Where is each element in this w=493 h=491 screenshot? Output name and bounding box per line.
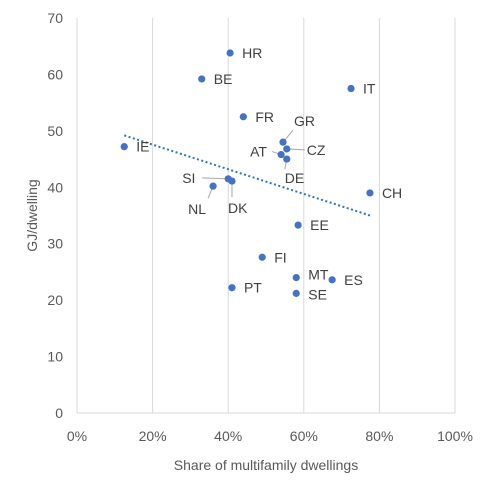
x-axis-title: Share of multifamily dwellings xyxy=(174,457,358,473)
point-label-ie: IE xyxy=(136,139,149,155)
point-label-nl: NL xyxy=(188,201,206,217)
data-point-se xyxy=(292,289,300,297)
data-point-ch xyxy=(366,189,374,197)
y-tick-label: 30 xyxy=(47,236,63,252)
point-label-gr: GR xyxy=(294,113,315,129)
point-label-si: SI xyxy=(182,170,195,186)
data-point-es xyxy=(328,276,336,284)
point-label-it: IT xyxy=(363,81,376,97)
data-point-hr xyxy=(226,49,234,57)
y-axis-ticks: 0 10 20 30 40 50 60 70 xyxy=(47,10,63,421)
leader-line-si xyxy=(202,177,229,180)
data-point-fi xyxy=(258,253,266,261)
y-tick-label: 60 xyxy=(47,66,63,82)
data-point-be xyxy=(198,75,206,83)
point-label-dk: DK xyxy=(228,200,248,216)
point-label-ch: CH xyxy=(382,185,402,201)
label-leader-lines xyxy=(202,129,305,199)
x-axis-ticks: 0% 20% 40% 60% 80% 100% xyxy=(67,428,473,444)
y-tick-label: 10 xyxy=(47,349,63,365)
point-label-ee: EE xyxy=(310,217,329,233)
point-label-at: AT xyxy=(250,144,267,160)
y-tick-label: 50 xyxy=(47,123,63,139)
y-tick-label: 0 xyxy=(55,405,63,421)
point-label-hr: HR xyxy=(242,45,262,61)
point-labels: HR BE IT FR GR CZ IE AT DE SI DK NL CH EE FI MT ES PT SE xyxy=(136,45,402,302)
data-point-mt xyxy=(292,273,300,282)
data-point-nl xyxy=(209,182,217,190)
grid-lines xyxy=(76,18,456,414)
x-tick-label: 100% xyxy=(437,428,473,444)
point-label-cz: CZ xyxy=(307,142,326,158)
data-point-fr xyxy=(239,113,247,121)
x-tick-label: 80% xyxy=(365,428,393,444)
data-points xyxy=(120,49,374,297)
data-point-it xyxy=(347,84,355,93)
y-tick-label: 70 xyxy=(47,10,63,26)
x-tick-label: 60% xyxy=(290,428,318,444)
data-point-cz xyxy=(283,145,291,153)
data-point-pt xyxy=(228,284,236,292)
point-label-be: BE xyxy=(214,71,233,87)
y-tick-label: 40 xyxy=(47,179,63,195)
y-axis-title: GJ/dwelling xyxy=(24,179,40,251)
x-tick-label: 0% xyxy=(67,428,87,444)
point-label-de: DE xyxy=(285,170,304,186)
data-point-de xyxy=(283,155,291,163)
data-point-at xyxy=(277,150,285,159)
point-label-pt: PT xyxy=(244,280,262,296)
data-point-ee xyxy=(294,221,302,229)
data-point-gr xyxy=(279,138,287,146)
point-label-mt: MT xyxy=(308,267,329,283)
x-tick-label: 20% xyxy=(139,428,167,444)
data-point-ie xyxy=(120,143,128,151)
data-point-dk xyxy=(228,177,236,185)
point-label-se: SE xyxy=(308,286,327,302)
point-label-es: ES xyxy=(344,272,363,288)
x-tick-label: 40% xyxy=(214,428,242,444)
y-tick-label: 20 xyxy=(47,292,63,308)
point-label-fi: FI xyxy=(274,249,286,265)
point-label-fr: FR xyxy=(255,109,274,125)
